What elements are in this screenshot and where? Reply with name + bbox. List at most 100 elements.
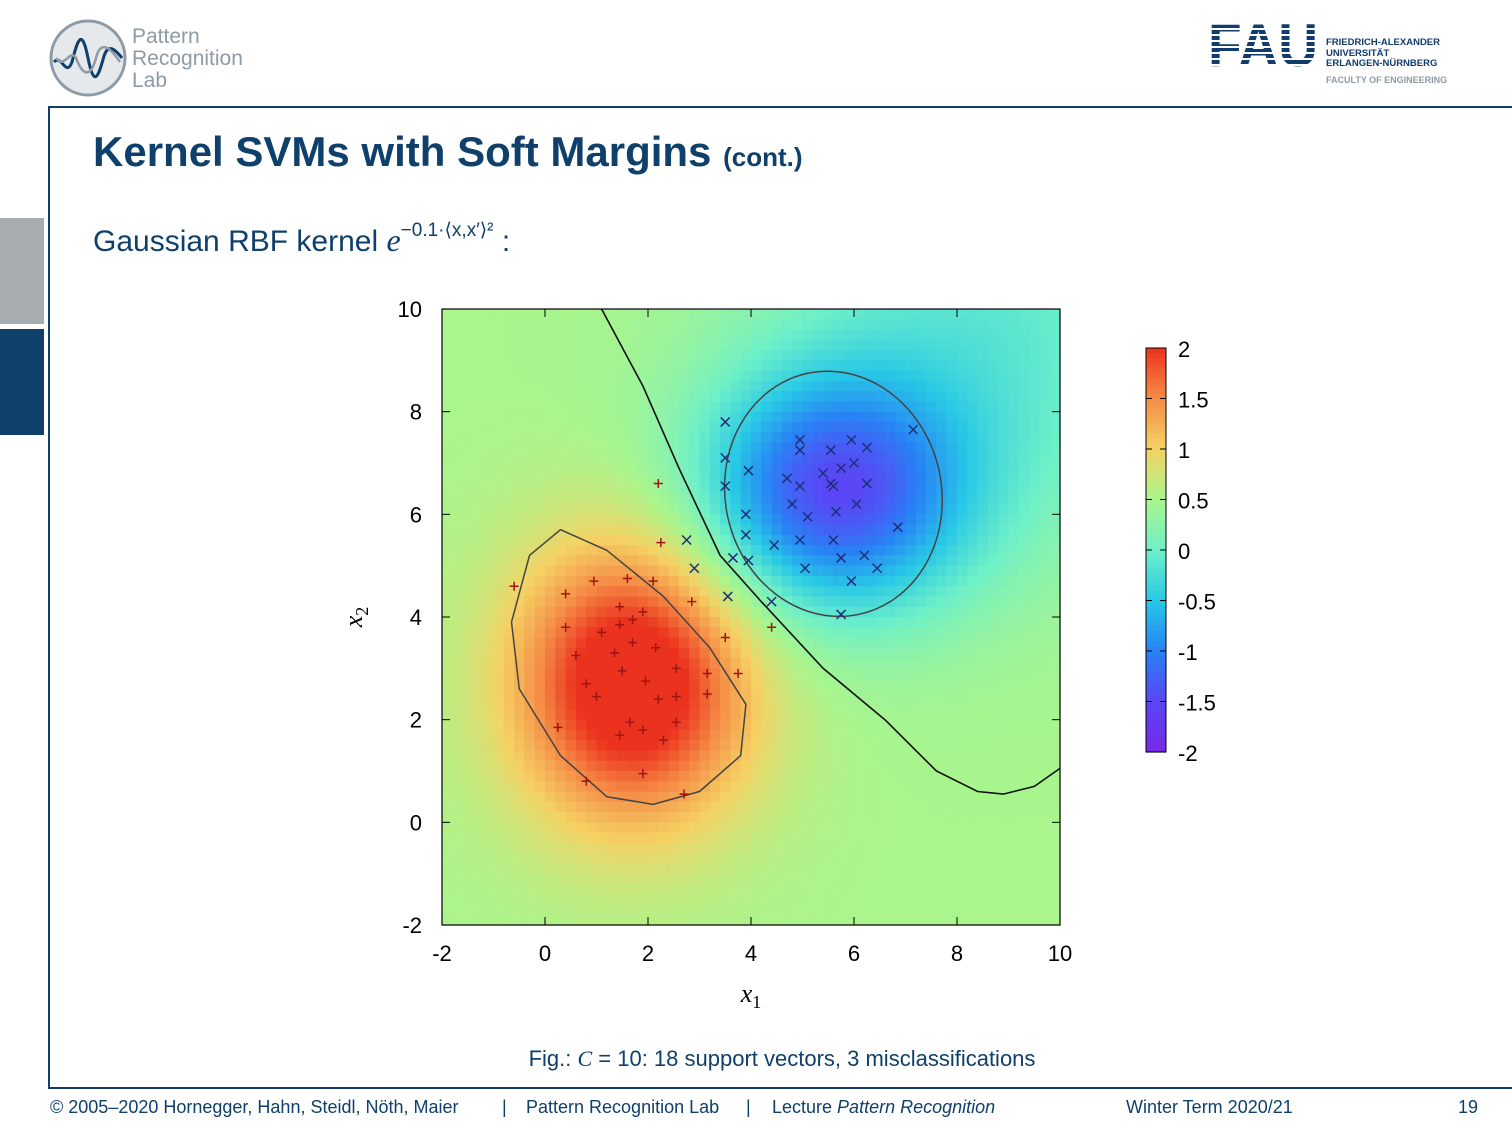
heatmap-cell — [946, 801, 958, 813]
heatmap-cell — [998, 555, 1010, 567]
heatmap-cell — [926, 493, 937, 505]
heatmap-cell — [617, 760, 628, 772]
heatmap-cell — [606, 514, 618, 526]
heatmap-cell — [514, 699, 525, 710]
heatmap-cell — [493, 493, 505, 505]
heatmap-cell — [884, 617, 896, 628]
heatmap-cell — [936, 719, 948, 731]
heatmap-cell — [534, 483, 546, 495]
heatmap-cell — [874, 873, 886, 885]
heatmap-cell — [884, 853, 896, 864]
heatmap-cell — [998, 842, 1010, 854]
heatmap-cell — [493, 771, 505, 782]
heatmap-cell — [545, 309, 556, 320]
heatmap-cell — [740, 873, 752, 885]
heatmap-cell — [709, 873, 721, 885]
heatmap-cell — [617, 801, 628, 813]
heatmap-cell — [761, 688, 773, 700]
heatmap-cell — [792, 750, 804, 762]
heatmap-cell — [761, 627, 773, 639]
heatmap-cell — [1008, 586, 1020, 598]
heatmap-cell — [730, 699, 742, 710]
heatmap-cell — [575, 760, 587, 772]
heatmap-cell — [483, 350, 495, 361]
heatmap-cell — [936, 853, 948, 864]
heatmap-cell — [617, 514, 628, 526]
heatmap-cell — [751, 350, 762, 361]
heatmap-cell — [678, 894, 690, 906]
heatmap-cell — [751, 863, 762, 875]
heatmap-cell — [678, 699, 690, 710]
heatmap-cell — [442, 504, 453, 515]
heatmap-cell — [967, 853, 979, 864]
heatmap-cell — [617, 822, 628, 834]
colorbar-cell — [1146, 393, 1166, 400]
data-point-cross — [743, 465, 754, 476]
heatmap-cell — [946, 421, 958, 433]
heatmap-cell — [699, 380, 711, 392]
heatmap-cell — [524, 350, 536, 361]
heatmap-cell — [905, 504, 917, 515]
heatmap-cell — [648, 760, 659, 772]
heatmap-cell — [709, 411, 721, 423]
heatmap-cell — [1029, 812, 1040, 823]
heatmap-cell — [833, 750, 845, 762]
heatmap-cell — [1049, 411, 1061, 423]
heatmap-cell — [524, 832, 536, 844]
heatmap-cell — [874, 391, 886, 402]
heatmap-cell — [575, 668, 587, 680]
heatmap-cell — [493, 596, 505, 608]
heatmap-cell — [864, 586, 876, 598]
heatmap-cell — [905, 586, 917, 598]
colorbar-cell — [1146, 469, 1166, 475]
heatmap-cell — [483, 555, 495, 567]
data-point-plus — [561, 622, 571, 632]
heatmap-cell — [545, 514, 556, 526]
heatmap-cell — [1029, 432, 1040, 444]
heatmap-cell — [936, 401, 948, 413]
heatmap-cell — [637, 555, 649, 567]
heatmap-cell — [884, 411, 896, 423]
heatmap-cell — [658, 565, 670, 577]
heatmap-cell — [617, 319, 628, 331]
heatmap-cell — [668, 514, 680, 526]
heatmap-cell — [648, 606, 659, 618]
heatmap-cell — [493, 504, 505, 515]
heatmap-cell — [606, 432, 618, 444]
heatmap-cell — [823, 760, 834, 772]
heatmap-cell — [967, 391, 979, 402]
heatmap-cell — [1039, 873, 1051, 885]
data-point-cross — [794, 445, 805, 456]
heatmap-cell — [442, 873, 453, 885]
heatmap-cell — [1018, 812, 1030, 823]
heatmap-cell — [946, 894, 958, 906]
heatmap-cell — [1049, 709, 1061, 721]
heatmap-cell — [452, 442, 464, 454]
heatmap-cell — [606, 760, 618, 772]
heatmap-cell — [565, 894, 577, 906]
heatmap-cell — [792, 853, 804, 864]
heatmap-cell — [905, 483, 917, 495]
heatmap-cell — [957, 360, 968, 372]
heatmap-cell — [637, 370, 649, 382]
heatmap-cell — [998, 832, 1010, 844]
heatmap-cell — [957, 534, 968, 546]
data-point-plus — [628, 638, 638, 648]
heatmap-cell — [586, 904, 598, 916]
heatmap-cell — [730, 401, 742, 413]
heatmap-cell — [483, 586, 495, 598]
heatmap-cell — [720, 432, 731, 444]
heatmap-cell — [895, 904, 907, 916]
heatmap-cell — [812, 894, 824, 906]
heatmap-cell — [483, 658, 495, 669]
heatmap-cell — [957, 493, 968, 505]
heatmap-cell — [792, 771, 804, 782]
heatmap-cell — [730, 319, 742, 331]
heatmap-cell — [1018, 329, 1030, 341]
heatmap-cell — [854, 647, 865, 659]
heatmap-cell — [709, 853, 721, 864]
heatmap-cell — [915, 812, 927, 823]
heatmap-cell — [689, 863, 701, 875]
heatmap-cell — [751, 545, 762, 556]
heatmap-cell — [678, 432, 690, 444]
